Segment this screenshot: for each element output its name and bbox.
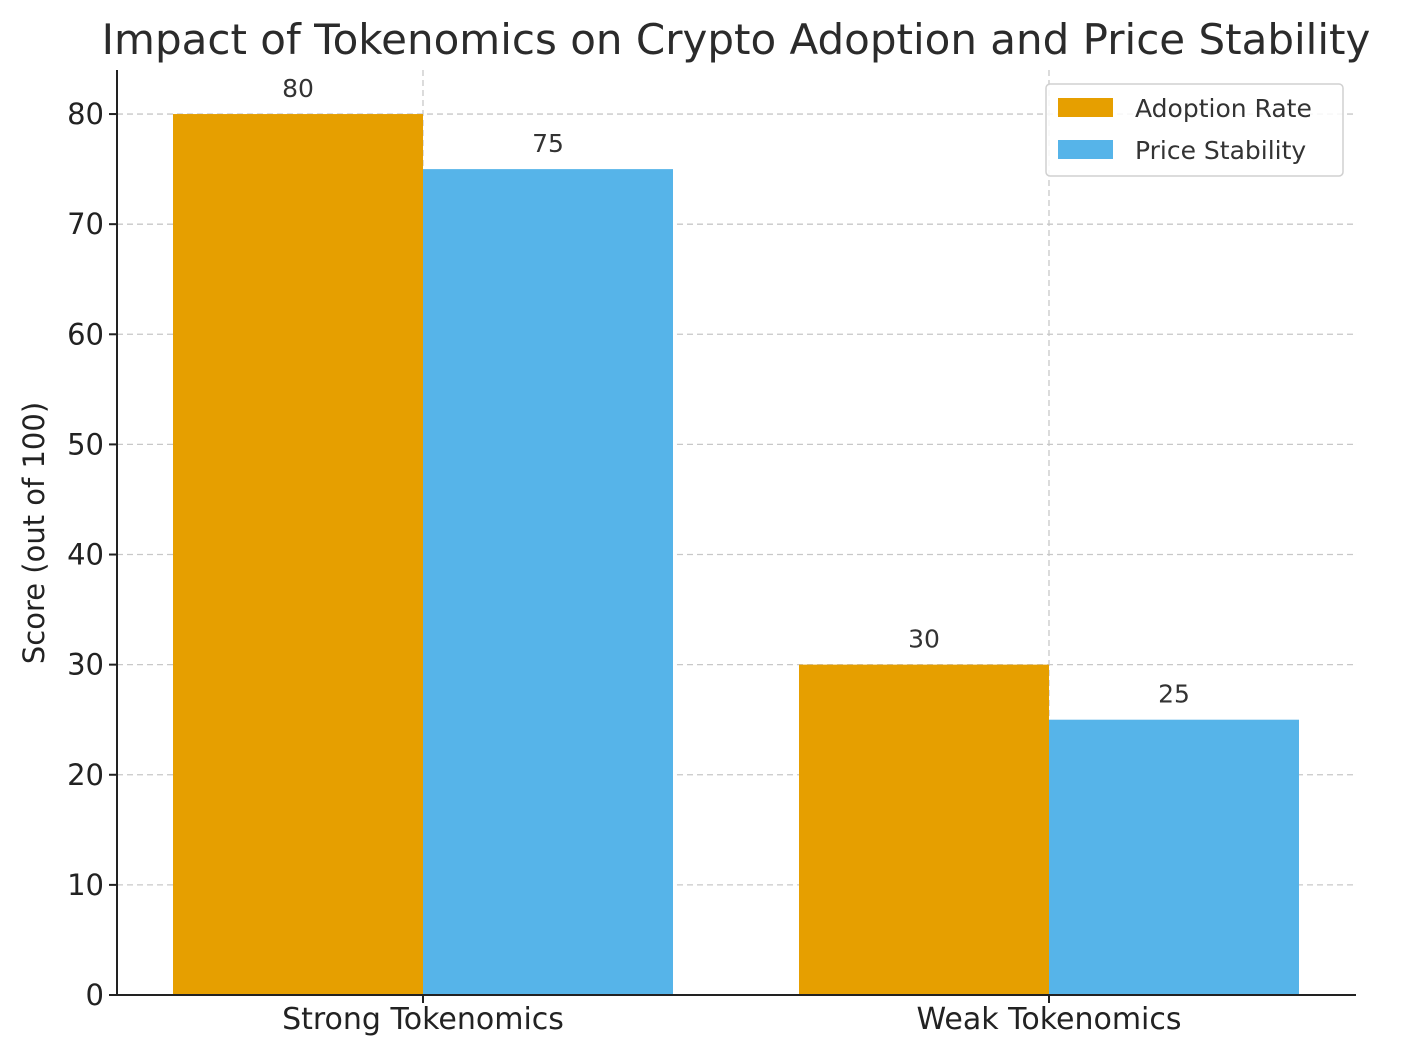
- y-axis-label: Score (out of 100): [17, 402, 51, 664]
- legend-swatch: [1058, 140, 1113, 159]
- x-tick-label: Weak Tokenomics: [916, 1002, 1181, 1037]
- legend-box: [1045, 83, 1344, 177]
- data-label: 80: [282, 74, 314, 103]
- y-ticks: 0 10 20 30 40 50 60 70 80: [67, 97, 117, 1012]
- y-tick-label: 80: [67, 97, 104, 131]
- y-tick-label: 0: [86, 978, 104, 1012]
- x-ticks: Strong Tokenomics Weak Tokenomics: [282, 995, 1182, 1037]
- chart-title: Impact of Tokenomics on Crypto Adoption …: [102, 15, 1371, 64]
- y-tick-label: 50: [67, 427, 104, 461]
- x-tick-label: Strong Tokenomics: [282, 1002, 564, 1037]
- legend-entry: Price Stability: [1135, 136, 1306, 165]
- y-tick-label: 30: [67, 648, 104, 682]
- legend: Adoption Rate Price Stability: [1045, 83, 1344, 177]
- bars: [173, 114, 1299, 996]
- bar-adoption-rate-weak-tokenomics: [799, 664, 1049, 995]
- y-tick-label: 10: [67, 868, 104, 902]
- legend-entry: Adoption Rate: [1135, 94, 1312, 123]
- legend-swatch: [1058, 98, 1113, 117]
- y-tick-label: 60: [67, 317, 104, 351]
- data-label: 75: [532, 129, 564, 158]
- bar-price-stability-strong-tokenomics: [423, 169, 673, 995]
- y-tick-label: 40: [67, 538, 104, 572]
- y-tick-label: 20: [67, 758, 104, 792]
- y-tick-label: 70: [67, 207, 104, 241]
- data-labels: 80 30 75 25: [282, 74, 1190, 709]
- data-label: 30: [908, 625, 940, 654]
- bar-adoption-rate-strong-tokenomics: [173, 114, 423, 996]
- bar-price-stability-weak-tokenomics: [1049, 719, 1299, 995]
- data-label: 25: [1158, 680, 1190, 709]
